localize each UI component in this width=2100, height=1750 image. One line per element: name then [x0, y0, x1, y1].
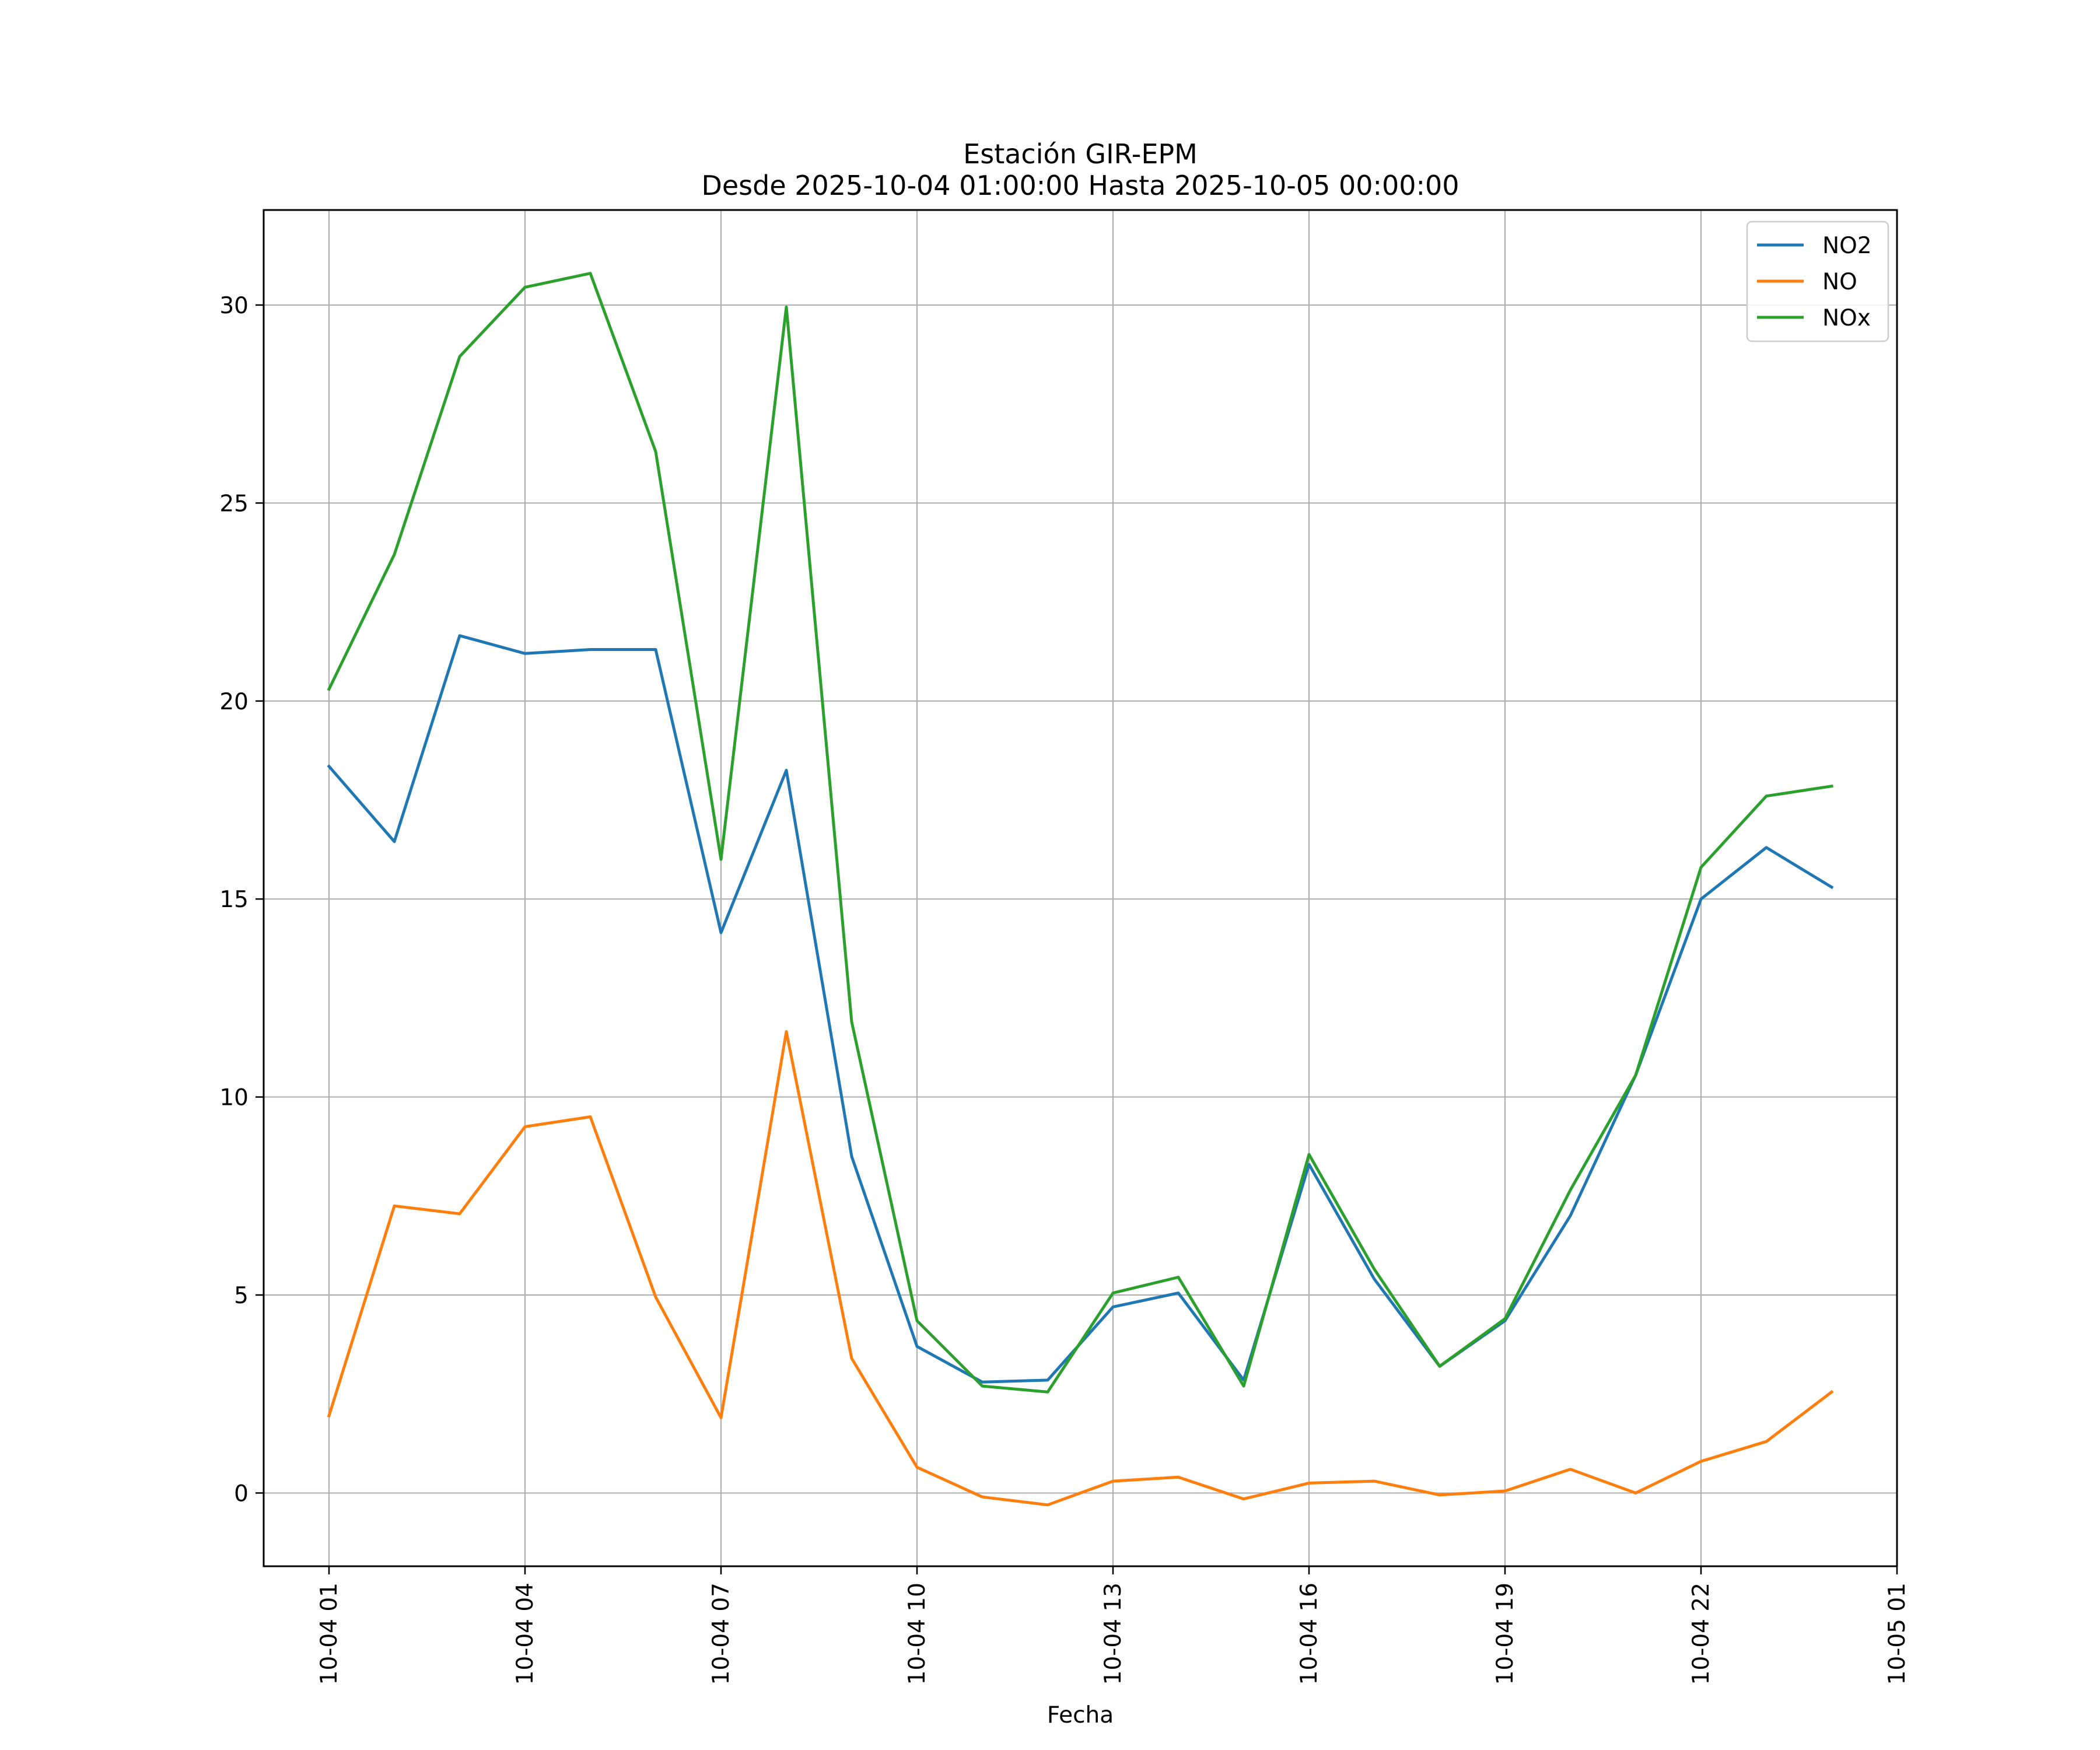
y-tick-label: 25	[219, 491, 249, 517]
legend-label-no2: NO2	[1822, 233, 1872, 259]
chart-subtitle: Desde 2025-10-04 01:00:00 Hasta 2025-10-…	[701, 170, 1459, 201]
y-tick-label: 0	[234, 1480, 249, 1507]
x-tick-label: 10-04 22	[1688, 1583, 1714, 1685]
x-axis-label: Fecha	[1047, 1702, 1114, 1728]
x-tick-label: 10-05 01	[1884, 1583, 1910, 1685]
y-tick-label: 20	[219, 689, 249, 715]
y-tick-label: 15	[219, 887, 249, 913]
x-tick-label: 10-04 13	[1100, 1583, 1126, 1685]
x-tick-label: 10-04 19	[1492, 1583, 1518, 1685]
x-tick-label: 10-04 01	[316, 1583, 342, 1685]
y-tick-label: 30	[219, 293, 249, 319]
y-tick-label: 5	[234, 1283, 249, 1309]
series-line-nox	[327, 272, 1833, 1394]
chart-title: Estación GIR-EPM	[963, 138, 1198, 170]
legend-box	[1746, 220, 1889, 342]
legend-label-nox: NOx	[1822, 305, 1871, 331]
plot-lines	[327, 272, 1834, 1507]
x-tick-label: 10-04 10	[904, 1583, 930, 1685]
plot-frame	[262, 209, 1898, 1567]
y-axis: 0 5 10 15 20 25 30	[219, 293, 264, 1507]
x-tick-label: 10-04 04	[512, 1583, 538, 1685]
y-tick-label: 10	[219, 1085, 249, 1111]
x-tick-label: 10-04 07	[708, 1583, 734, 1685]
series-line-no	[327, 1030, 1834, 1507]
x-tick-label: 10-04 16	[1296, 1583, 1322, 1685]
legend-label-no: NO	[1822, 269, 1857, 295]
legend: NO2 NO NOx	[1746, 220, 1889, 342]
x-axis: 10-04 01 10-04 04 10-04 07 10-04 10 10-04 13…	[316, 1566, 1910, 1685]
